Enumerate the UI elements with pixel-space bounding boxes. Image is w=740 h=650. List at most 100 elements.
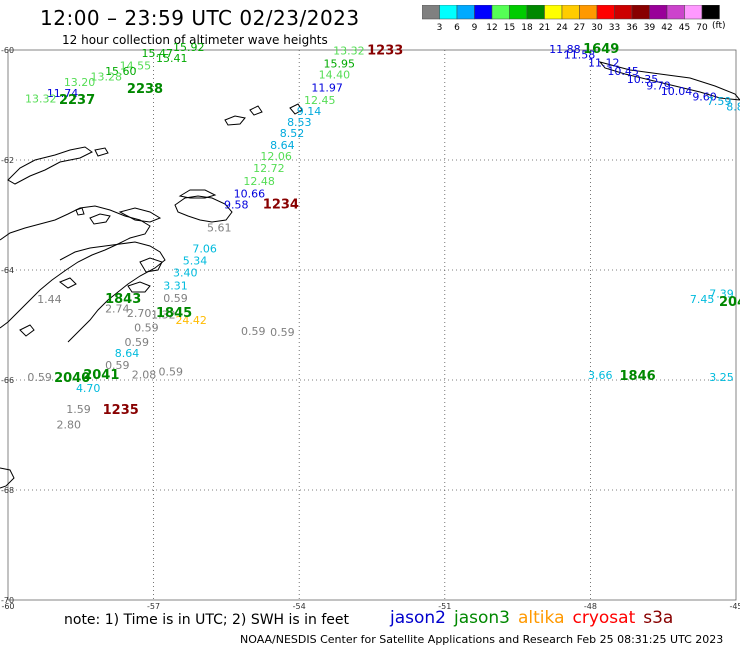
satellite-legend-item: jason2 xyxy=(390,608,446,628)
color-scale-label: 42 xyxy=(661,23,672,33)
color-scale-label: 27 xyxy=(574,23,585,33)
longitude-label: -60 xyxy=(1,602,14,610)
wave-height-value: 24.42 xyxy=(175,314,207,327)
pass-time-labels: 1233123412351649223822371843184520402041… xyxy=(54,42,740,418)
pass-time-label: 2238 xyxy=(127,82,163,97)
pass-time-label: 204 xyxy=(719,295,740,310)
wave-height-value: 11.74 xyxy=(47,87,79,100)
pass-time-label: 1843 xyxy=(105,292,141,307)
wave-height-value: 11.97 xyxy=(311,81,343,94)
latitude-label: -66 xyxy=(1,376,14,385)
wave-height-value: 5.34 xyxy=(183,255,208,268)
wave-height-value: 8.53 xyxy=(287,116,312,129)
wave-height-value: 9.14 xyxy=(297,105,322,118)
latitude-label: -64 xyxy=(1,266,14,275)
wave-height-value: 9.79 xyxy=(646,80,671,93)
longitude-label: -57 xyxy=(147,602,160,610)
wave-height-value: 3.66 xyxy=(588,369,613,382)
color-swatch xyxy=(701,5,720,20)
wave-height-value: 5.61 xyxy=(207,222,232,235)
color-scale-label: 24 xyxy=(556,23,568,33)
color-scale-label: 21 xyxy=(539,23,550,33)
wave-height-value: 12.48 xyxy=(243,175,274,188)
wave-height-value: 7.59 xyxy=(707,95,732,108)
pass-time-label: 2040 xyxy=(54,371,90,386)
latitude-label: -70 xyxy=(1,596,14,605)
latitude-label: -62 xyxy=(1,156,14,165)
wave-height-value: 0.59 xyxy=(27,371,52,384)
wave-height-value: 1.59 xyxy=(66,403,91,416)
wave-height-value: 15.41 xyxy=(156,52,188,65)
wave-height-value: 11.12 xyxy=(588,57,620,70)
footer-note: note: 1) Time is in UTC; 2) SWH is in fe… xyxy=(64,612,350,628)
credit-line: NOAA/NESDIS Center for Satellite Applica… xyxy=(240,633,724,646)
color-scale-label: 12 xyxy=(486,23,497,33)
wave-height-value: 12.06 xyxy=(260,150,292,163)
wave-height-observations: 13.3215.9514.4011.9712.459.148.538.528.6… xyxy=(25,41,740,431)
pass-time-label: 1845 xyxy=(156,306,192,321)
wave-height-value: 8.52 xyxy=(280,127,305,140)
color-scale-label: 70 xyxy=(696,23,708,33)
longitude-label: -48 xyxy=(584,602,597,610)
latitude-label: -68 xyxy=(1,486,14,495)
pass-time-label: 1846 xyxy=(620,369,656,384)
color-scale-label: 30 xyxy=(591,23,603,33)
wave-height-value: 13.28 xyxy=(91,70,123,83)
color-scale-label: 9 xyxy=(472,23,478,33)
longitude-label: -45 xyxy=(729,602,740,610)
map-frame xyxy=(7,49,737,601)
wave-height-value: 12.72 xyxy=(253,162,284,175)
wave-height-value: 10.35 xyxy=(627,73,659,86)
wave-height-value: 0.59 xyxy=(270,326,295,339)
wave-height-value: 14.55 xyxy=(120,59,152,72)
satellite-legend-item: cryosat xyxy=(572,608,636,628)
pass-time-label: 1233 xyxy=(367,43,403,58)
pass-time-label: 2237 xyxy=(59,93,95,108)
pass-time-label: 1235 xyxy=(103,403,139,418)
wave-height-value: 15.92 xyxy=(173,41,205,54)
wave-height-value: 12.45 xyxy=(304,94,336,107)
wave-height-value: 4.70 xyxy=(76,382,101,395)
color-scale-unit: (ft) xyxy=(712,21,726,31)
wave-height-value: 0.59 xyxy=(158,366,183,379)
pass-time-label: 1649 xyxy=(583,42,619,57)
wave-height-value: 14.40 xyxy=(319,69,351,82)
wave-height-value: 10.66 xyxy=(234,187,266,200)
color-scale-label: 45 xyxy=(679,23,690,33)
wave-height-value: 8.8 xyxy=(726,101,740,114)
satellite-legend-item: altika xyxy=(518,608,565,628)
wave-height-value: 0.59 xyxy=(134,322,159,335)
satellite-legend-item: jason3 xyxy=(454,608,510,628)
wave-height-value: 1.44 xyxy=(37,293,62,306)
pass-time-label: 1234 xyxy=(263,197,299,212)
wave-height-value: 2.74 xyxy=(105,302,130,315)
wave-height-value: 0.59 xyxy=(163,292,188,305)
wave-height-value: 2.80 xyxy=(57,418,82,431)
satellite-legend: jason2 jason3 altika cryosat s3a xyxy=(390,608,681,628)
longitude-label: -54 xyxy=(293,602,306,610)
wave-height-value: 3.31 xyxy=(163,279,188,292)
color-scale-label: 3 xyxy=(437,23,443,33)
pass-time-label: 2041 xyxy=(83,368,119,383)
wave-height-value: 15.47 xyxy=(141,47,173,60)
wave-height-value: 8.64 xyxy=(270,139,295,152)
satellite-legend-item: s3a xyxy=(643,608,674,628)
map-subtitle: 12 hour collection of altimeter wave hei… xyxy=(62,33,328,47)
color-scale-label: 18 xyxy=(521,23,533,33)
wave-height-value: 2.08 xyxy=(132,368,157,381)
wave-height-map[interactable]: -60-62-64-66-68-70-60 -57 -54 -51 -48 -45 13.… xyxy=(0,0,740,610)
coastline xyxy=(0,61,740,489)
wave-height-value: 9.60 xyxy=(692,91,717,104)
wave-height-value: 13.32 xyxy=(333,44,365,57)
wave-height-value: 2.70 xyxy=(127,307,152,320)
wave-height-value: 3.25 xyxy=(709,371,734,384)
color-scale-label: 39 xyxy=(644,23,656,33)
wave-height-value: 7.06 xyxy=(192,242,217,255)
wave-height-value: 15.95 xyxy=(323,58,355,71)
color-scale-label: 15 xyxy=(504,23,515,33)
wave-height-value: 8.64 xyxy=(115,347,140,360)
color-scale-label: 36 xyxy=(626,23,638,33)
map-title: 12:00 – 23:59 UTC 02/23/2023 xyxy=(40,6,360,30)
wave-height-value: 1.32 xyxy=(151,308,176,321)
lat-lon-grid: -60-62-64-66-68-70-60 -57 -54 -51 -48 -45 xyxy=(1,46,740,610)
